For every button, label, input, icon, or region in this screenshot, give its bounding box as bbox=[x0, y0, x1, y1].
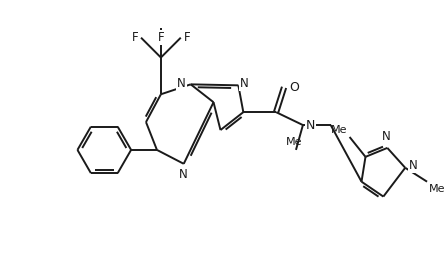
Text: N: N bbox=[409, 159, 418, 172]
Text: N: N bbox=[306, 119, 315, 131]
Text: Me: Me bbox=[286, 137, 302, 147]
Text: Me: Me bbox=[429, 184, 446, 194]
Text: F: F bbox=[131, 31, 138, 44]
Text: F: F bbox=[184, 31, 190, 44]
Text: N: N bbox=[177, 77, 186, 90]
Text: Me: Me bbox=[331, 125, 348, 135]
Text: N: N bbox=[179, 168, 188, 181]
Text: O: O bbox=[289, 81, 299, 94]
Text: N: N bbox=[382, 130, 391, 143]
Text: F: F bbox=[158, 31, 164, 44]
Text: N: N bbox=[240, 77, 249, 90]
